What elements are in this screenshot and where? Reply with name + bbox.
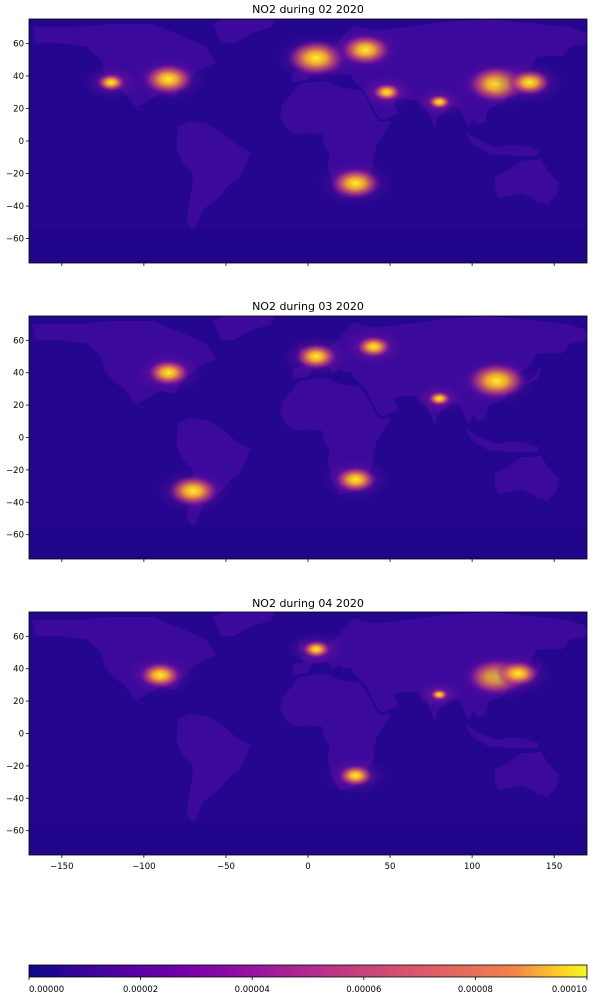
x-tick-label: 50 bbox=[385, 862, 396, 872]
hotspot bbox=[372, 83, 402, 102]
x-tick-label: 100 bbox=[464, 862, 480, 872]
land-shape bbox=[212, 612, 275, 637]
hotspot bbox=[337, 764, 374, 787]
colorbar-ticks: 0.00000 0.00002 0.00004 0.00006 0.00008 0.000… bbox=[28, 977, 588, 995]
hotspots bbox=[121, 630, 557, 797]
y-tick-label: −60 bbox=[6, 235, 24, 245]
y-tick-label: −40 bbox=[6, 202, 24, 212]
colorbar-tick-label: 0.00006 bbox=[346, 985, 381, 995]
southern-ocean-band bbox=[29, 230, 587, 263]
y-tick-label: 20 bbox=[13, 401, 24, 411]
panel-title: NO2 during 04 2020 bbox=[252, 597, 364, 610]
land-shape bbox=[291, 612, 587, 721]
land-shape bbox=[463, 131, 540, 156]
hotspot bbox=[294, 343, 338, 370]
hotspot bbox=[427, 94, 451, 110]
land-shape bbox=[463, 723, 540, 749]
hotspots bbox=[79, 24, 568, 209]
x-axis bbox=[61, 263, 555, 266]
y-tick-label: 60 bbox=[13, 336, 24, 346]
y-tick-label: 0 bbox=[19, 730, 24, 740]
y-tick-label: −60 bbox=[6, 531, 24, 541]
panel-2: NO2 during 03 2020 60 40 20 0 −20 −40 −60 bbox=[6, 300, 588, 562]
hotspot bbox=[330, 167, 382, 200]
hotspot bbox=[142, 63, 195, 95]
y-tick-label: 0 bbox=[19, 137, 24, 147]
y-tick-label: 60 bbox=[13, 632, 24, 642]
colorbar-tick-label: 0.00000 bbox=[29, 985, 64, 995]
x-tick-label: −50 bbox=[217, 862, 235, 872]
land-shape bbox=[176, 714, 251, 823]
hotspot bbox=[167, 475, 219, 507]
land-shape bbox=[495, 455, 560, 501]
panel-3: NO2 during 04 2020 60 40 20 0 −20 −40 −60 −150… bbox=[6, 597, 588, 872]
y-tick-label: −20 bbox=[6, 466, 24, 476]
colorbar: 0.00000 0.00002 0.00004 0.00006 0.00008 0.000… bbox=[28, 964, 588, 995]
map-area bbox=[28, 315, 588, 560]
panel-title: NO2 during 03 2020 bbox=[252, 300, 364, 313]
map-area bbox=[28, 611, 588, 856]
panel-title: NO2 during 02 2020 bbox=[252, 3, 364, 16]
hotspot bbox=[96, 73, 126, 92]
y-axis: 60 40 20 0 −20 −40 −60 bbox=[6, 632, 29, 837]
land-shape bbox=[212, 19, 275, 44]
y-tick-label: −40 bbox=[6, 498, 24, 508]
x-tick-label: −150 bbox=[50, 862, 73, 872]
hotspot bbox=[301, 640, 331, 659]
y-tick-label: 20 bbox=[13, 104, 24, 114]
y-tick-label: 20 bbox=[13, 697, 24, 707]
hotspot bbox=[339, 34, 391, 66]
panel-1: NO2 during 02 2020 60 40 20 0 −20 −40 −60 bbox=[6, 3, 588, 266]
colorbar-tick-label: 0.00008 bbox=[458, 985, 493, 995]
hotspots bbox=[130, 325, 542, 516]
y-tick-label: 40 bbox=[13, 72, 24, 82]
x-axis bbox=[61, 559, 555, 562]
hotspot bbox=[334, 466, 378, 493]
y-tick-label: 0 bbox=[19, 434, 24, 444]
land-shape bbox=[176, 121, 251, 231]
x-tick-label: 0 bbox=[305, 862, 310, 872]
x-tick-label: −100 bbox=[132, 862, 155, 872]
y-axis: 60 40 20 0 −20 −40 −60 bbox=[6, 336, 29, 541]
land-shape bbox=[495, 751, 560, 797]
y-tick-label: 60 bbox=[13, 39, 24, 49]
hotspot bbox=[138, 661, 182, 689]
hotspot bbox=[508, 69, 551, 96]
land-shape bbox=[212, 316, 275, 341]
southern-ocean-band bbox=[29, 526, 587, 559]
y-tick-label: −40 bbox=[6, 794, 24, 804]
hotspot bbox=[427, 391, 451, 406]
hotspot bbox=[355, 335, 392, 358]
y-tick-label: 40 bbox=[13, 369, 24, 379]
southern-ocean-band bbox=[29, 822, 587, 855]
hotspot bbox=[466, 362, 527, 400]
y-axis: 60 40 20 0 −20 −40 −60 bbox=[6, 39, 29, 245]
y-tick-label: 40 bbox=[13, 665, 24, 675]
map-area bbox=[28, 18, 588, 264]
colorbar-gradient bbox=[28, 964, 588, 978]
land-shape bbox=[495, 158, 560, 205]
y-tick-label: −60 bbox=[6, 827, 24, 837]
colorbar-tick-label: 0.00004 bbox=[235, 985, 270, 995]
x-axis: −150 −100 −50 0 50 100 150 bbox=[50, 855, 562, 872]
land-shape bbox=[32, 320, 217, 425]
y-tick-label: −20 bbox=[6, 762, 24, 772]
colorbar-tick-label: 0.00010 bbox=[552, 985, 587, 995]
y-tick-label: −20 bbox=[6, 170, 24, 180]
hotspot bbox=[496, 660, 540, 687]
hotspot bbox=[147, 359, 190, 386]
x-tick-label: 150 bbox=[546, 862, 562, 872]
hotspot bbox=[430, 688, 449, 701]
colorbar-tick-label: 0.00002 bbox=[123, 985, 158, 995]
land-shape bbox=[463, 427, 540, 453]
